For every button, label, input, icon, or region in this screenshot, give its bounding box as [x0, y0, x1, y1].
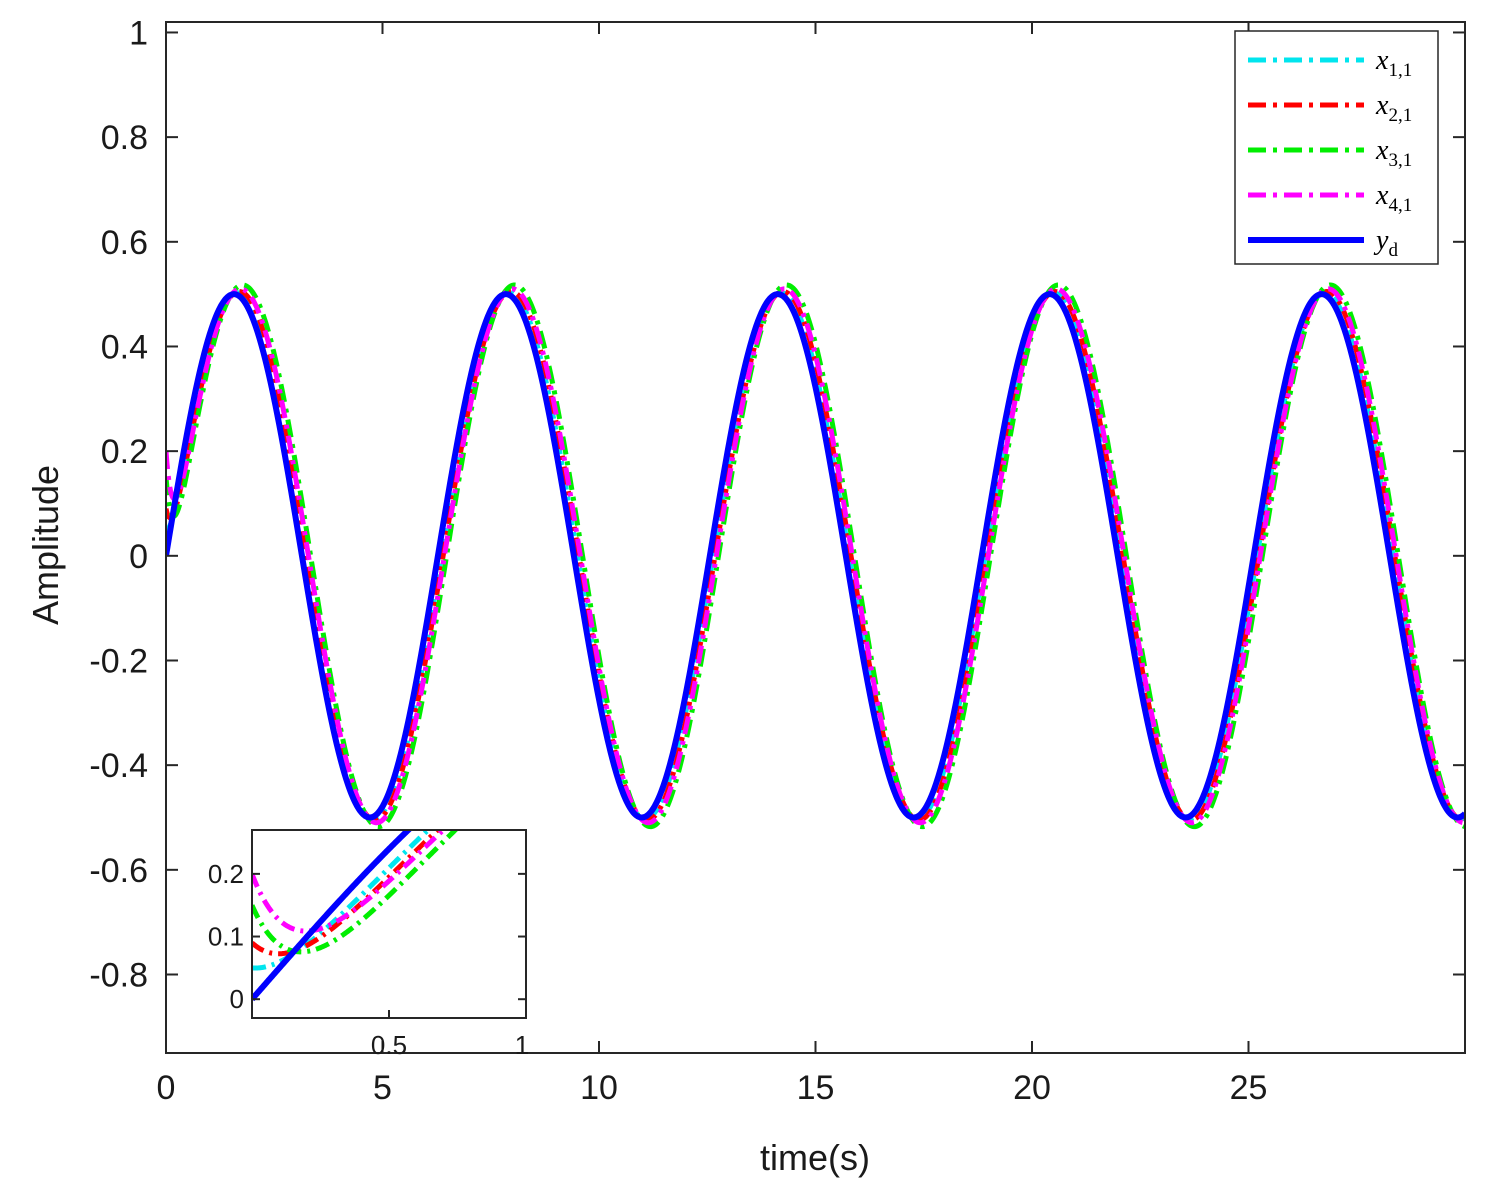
legend-label: x4,1 [1375, 180, 1412, 216]
y-tick-label: -0.2 [89, 642, 148, 680]
legend-entry: x1,1 [1248, 45, 1412, 81]
inset-lines [252, 830, 459, 1002]
legend-label: yd [1373, 225, 1398, 261]
inset-series-line-3 [252, 830, 459, 955]
inset-plot-area [252, 830, 526, 1018]
x-tick-label: 5 [373, 1069, 392, 1107]
legend-entry: x3,1 [1248, 135, 1412, 171]
y-tick-label: -0.4 [89, 747, 148, 785]
series-line-4 [166, 286, 1465, 826]
series-line-5 [166, 291, 1465, 821]
inset-series-line-5 [252, 830, 413, 1002]
legend-entry: x4,1 [1248, 180, 1412, 216]
inset-y-tick-label: 0.1 [208, 922, 244, 952]
legend-label: x1,1 [1375, 45, 1412, 81]
legend-entry: yd [1248, 225, 1398, 261]
inset-y-tick-label: 0.2 [208, 859, 244, 889]
main-lines [166, 282, 1465, 830]
legend-label: x2,1 [1375, 90, 1412, 126]
y-tick-label: 0 [129, 538, 148, 576]
main-ticks: 0 5 10 15 20 25-0.8-0.6-0.4-0.200.20.40.60.81 [89, 14, 1465, 1107]
legend-label: x3,1 [1375, 135, 1412, 171]
y-tick-label: -0.6 [89, 852, 148, 890]
x-tick-label: 0 [157, 1069, 176, 1107]
inset-ticks: 0.5 1 0 0.1 0.2 [208, 859, 529, 1060]
y-tick-label: -0.8 [89, 956, 148, 994]
x-axis-label: time(s) [760, 1137, 870, 1178]
y-axis-label: Amplitude [25, 465, 66, 625]
y-tick-label: 1 [129, 14, 148, 52]
legend-entry: x2,1 [1248, 90, 1412, 126]
inset-x-tick-label: 0.5 [371, 1030, 407, 1060]
x-tick-label: 20 [1013, 1069, 1051, 1107]
y-tick-label: 0.8 [101, 119, 148, 157]
inset-series-line-4 [252, 830, 447, 934]
x-tick-label: 15 [797, 1069, 835, 1107]
inset-x-tick-label: 1 [515, 1030, 529, 1060]
y-tick-label: 0.2 [101, 433, 148, 471]
y-tick-label: 0.4 [101, 328, 148, 366]
x-tick-label: 25 [1230, 1069, 1268, 1107]
series-line-3 [166, 282, 1465, 830]
y-tick-label: 0.6 [101, 224, 148, 262]
inset: 0.5 1 0 0.1 0.2 [208, 829, 529, 1060]
legend: x1,1 x2,1 x3,1 x4,1 yd [1234, 30, 1439, 265]
inset-y-tick-label: 0 [230, 984, 244, 1014]
x-tick-label: 10 [580, 1069, 618, 1107]
